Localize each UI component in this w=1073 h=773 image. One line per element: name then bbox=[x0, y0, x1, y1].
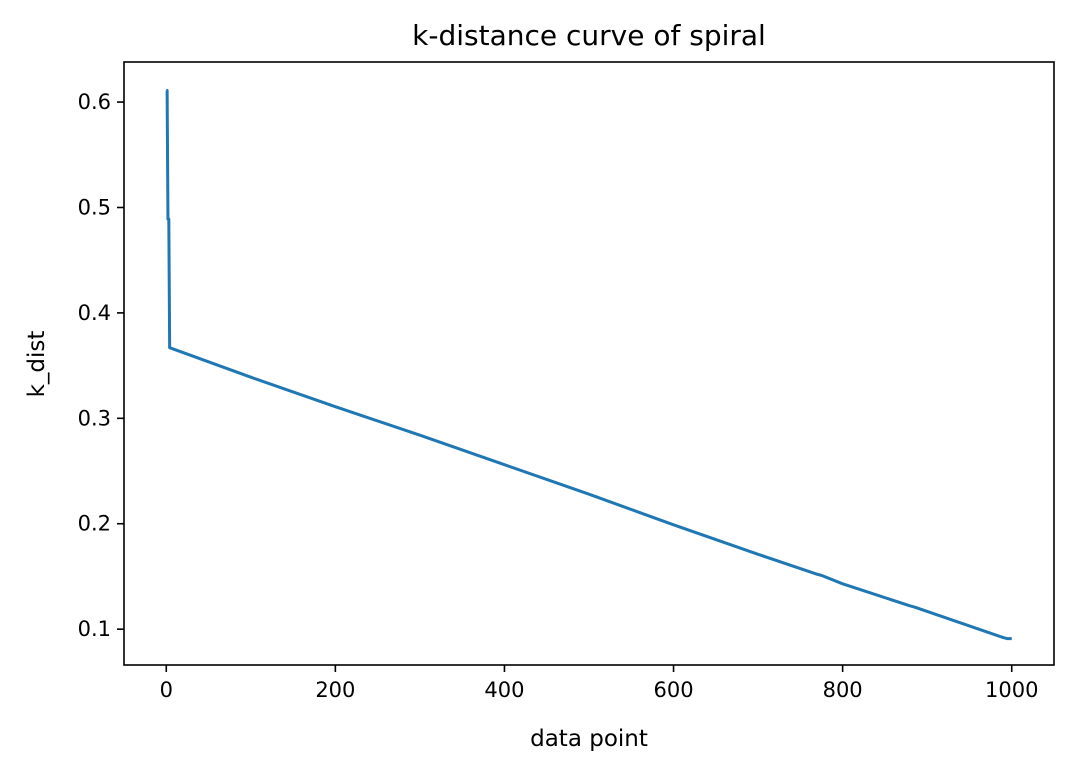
x-tick-label: 0 bbox=[160, 678, 173, 702]
plot-area bbox=[124, 62, 1054, 665]
y-tick-label: 0.2 bbox=[78, 512, 111, 536]
x-tick-label: 600 bbox=[653, 678, 693, 702]
y-tick-label: 0.6 bbox=[78, 90, 111, 114]
y-tick-label: 0.4 bbox=[78, 301, 111, 325]
x-tick-label: 200 bbox=[315, 678, 355, 702]
axes-layer: 0 200 400 600 800 1000 0.1 0.2 0.3 0.4 0.5 0.6 bbox=[78, 90, 1039, 702]
plot-frame bbox=[123, 61, 1055, 666]
series-line-0 bbox=[165, 88, 1012, 641]
x-tick-label: 400 bbox=[484, 678, 524, 702]
data-layer bbox=[165, 88, 1012, 641]
y-axis-label: k_dist bbox=[24, 331, 50, 398]
chart-title: k-distance curve of spiral bbox=[412, 19, 766, 52]
y-tick-label: 0.1 bbox=[78, 617, 111, 641]
y-tick-label: 0.3 bbox=[78, 406, 111, 430]
x-tick-label: 1000 bbox=[985, 678, 1038, 702]
x-tick-label: 800 bbox=[823, 678, 863, 702]
y-tick-label: 0.5 bbox=[78, 195, 111, 219]
x-axis-label: data point bbox=[530, 726, 648, 752]
